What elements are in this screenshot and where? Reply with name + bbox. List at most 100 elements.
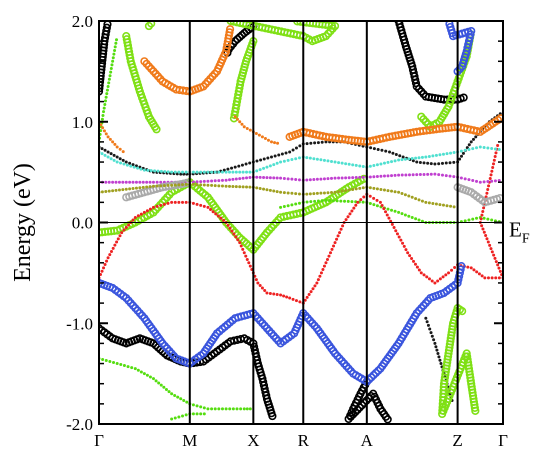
band-point bbox=[434, 202, 438, 206]
band-point bbox=[407, 157, 411, 161]
band-point bbox=[380, 204, 384, 207]
band-point bbox=[429, 162, 433, 166]
band-point bbox=[102, 129, 106, 133]
band-point bbox=[224, 407, 228, 411]
band-point bbox=[407, 194, 411, 198]
fermi-level-label: EF bbox=[509, 218, 530, 247]
band-point bbox=[266, 138, 270, 142]
band-point bbox=[179, 397, 183, 401]
band-point bbox=[244, 162, 248, 166]
band-point bbox=[359, 198, 363, 202]
band-point bbox=[179, 172, 183, 176]
band-point bbox=[164, 387, 168, 391]
band-point bbox=[357, 401, 367, 410]
band-point bbox=[319, 271, 323, 275]
band-point bbox=[463, 219, 467, 223]
band-point bbox=[484, 234, 488, 238]
band-point bbox=[209, 208, 213, 212]
band-point bbox=[286, 191, 290, 195]
band-point bbox=[181, 200, 185, 204]
band-point bbox=[265, 176, 269, 180]
band-point bbox=[141, 180, 145, 184]
band-point bbox=[427, 277, 431, 281]
band-point bbox=[127, 223, 131, 227]
band-point bbox=[497, 147, 501, 151]
fermi-level-label-sub: F bbox=[522, 232, 530, 247]
y-tick-label: 2.0 bbox=[72, 12, 93, 31]
band-point bbox=[272, 189, 276, 193]
band-point bbox=[386, 207, 390, 211]
band-point bbox=[273, 154, 277, 158]
band-point bbox=[242, 125, 246, 129]
band-point bbox=[320, 199, 324, 203]
band-point bbox=[191, 403, 195, 407]
band-point bbox=[118, 147, 122, 151]
band-point bbox=[438, 358, 442, 362]
band-point bbox=[282, 159, 286, 163]
band-point bbox=[354, 163, 358, 167]
band-point bbox=[100, 269, 104, 273]
band-point bbox=[426, 161, 430, 165]
band-point bbox=[151, 377, 155, 381]
band-point bbox=[238, 185, 242, 189]
band-point bbox=[255, 169, 259, 173]
band-point bbox=[121, 188, 125, 192]
y-axis-title: Energy (eV) bbox=[10, 163, 36, 282]
band-point bbox=[368, 186, 372, 190]
band-point bbox=[106, 150, 110, 154]
band-series bbox=[140, 25, 503, 146]
band-point bbox=[324, 261, 328, 265]
band-point bbox=[224, 184, 228, 188]
band-point bbox=[142, 372, 146, 376]
band-point bbox=[134, 180, 138, 184]
band-point bbox=[108, 74, 112, 78]
band-point bbox=[238, 177, 242, 181]
band-point bbox=[415, 265, 419, 269]
band-point bbox=[112, 361, 116, 365]
band-point bbox=[210, 407, 214, 411]
band-point bbox=[488, 243, 492, 247]
band-point bbox=[467, 218, 471, 222]
band-point bbox=[496, 144, 500, 148]
band-point bbox=[231, 407, 235, 411]
band-point bbox=[486, 146, 490, 150]
band-point bbox=[490, 250, 494, 254]
band-point bbox=[269, 155, 273, 159]
band-point bbox=[347, 176, 351, 180]
band-point bbox=[115, 145, 119, 149]
band-point bbox=[234, 177, 238, 181]
band-point bbox=[335, 199, 339, 203]
band-point bbox=[309, 290, 313, 294]
band-point bbox=[298, 144, 302, 148]
band-point bbox=[475, 270, 479, 274]
band-point bbox=[101, 126, 105, 130]
band-point bbox=[262, 176, 266, 180]
band-point bbox=[185, 400, 189, 404]
band-point bbox=[291, 148, 295, 152]
band-point bbox=[427, 154, 431, 158]
band-point bbox=[282, 191, 286, 195]
band-point bbox=[148, 180, 152, 184]
band-point bbox=[313, 199, 317, 203]
x-kpoint-label: Z bbox=[452, 431, 462, 450]
band-point bbox=[173, 200, 177, 204]
band-point bbox=[115, 362, 119, 366]
y-tick-label: -1.0 bbox=[66, 314, 93, 333]
band-point bbox=[375, 204, 379, 208]
band-point bbox=[101, 358, 105, 362]
band-point bbox=[269, 140, 273, 144]
band-point bbox=[486, 276, 490, 280]
band-point bbox=[444, 273, 448, 277]
band-point bbox=[400, 212, 404, 216]
band-point bbox=[447, 271, 451, 275]
band-point bbox=[461, 151, 465, 155]
band-point bbox=[433, 341, 437, 345]
band-point bbox=[382, 161, 386, 165]
band-point bbox=[411, 173, 415, 177]
band-point bbox=[202, 406, 206, 410]
band-point bbox=[305, 295, 309, 299]
band-point bbox=[236, 238, 240, 242]
band-point bbox=[260, 286, 264, 290]
band-point bbox=[322, 264, 326, 268]
band-point bbox=[199, 412, 203, 416]
